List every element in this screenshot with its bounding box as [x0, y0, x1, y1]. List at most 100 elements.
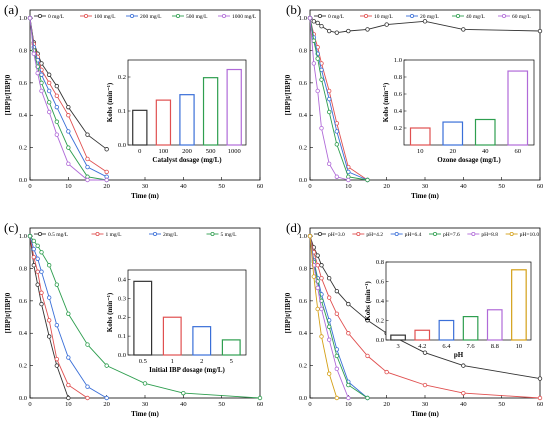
- inset-y-tick-label: 0.2: [376, 318, 384, 325]
- inset-bar: [162, 316, 182, 356]
- data-point: [422, 19, 428, 24]
- series-5: [27, 15, 109, 183]
- data-point: [66, 104, 71, 110]
- inset-x-tick-label: 100: [159, 148, 169, 155]
- data-point: [142, 381, 148, 386]
- series-line: [309, 18, 368, 181]
- inset-y-tick-label: 0.1: [118, 108, 126, 115]
- legend-entry: 5 mg/L: [221, 232, 238, 238]
- series-3: [307, 15, 370, 183]
- legend-entry: 200 mg/L: [140, 14, 162, 20]
- inset-chart: 0.2 0.4 0.6 0.8 1.0 10 20 40 60 Ozone dosage (mg/…: [382, 57, 535, 164]
- x-tick-label: 40: [180, 183, 187, 190]
- data-point: [537, 376, 543, 381]
- inset-y-axis-label: Kobs (min⁻¹): [106, 82, 114, 122]
- inset-y-axis-label: Kobs (min⁻¹): [364, 281, 372, 321]
- x-tick-label: 10: [345, 183, 352, 190]
- inset-bar: [438, 319, 455, 341]
- inset-chart: 0.0 0.1 0.2 0 100 200 500 1000 Catalyst dosage (…: [106, 59, 247, 164]
- x-tick-label: 20: [383, 183, 390, 190]
- panel-1: (a) 0 10 20 30 40 50 60 0.0 0.2 0.4 0.6 0.8 1.0 Time (…: [4, 2, 263, 200]
- data-point: [46, 263, 52, 268]
- data-point: [35, 282, 40, 287]
- inset-x-tick-label: 10: [417, 148, 424, 155]
- inset-y-axis-label: Kobs (min⁻¹): [106, 292, 114, 332]
- data-point: [326, 109, 332, 115]
- data-point: [27, 233, 33, 239]
- y-tick-label: 0.6: [19, 80, 28, 87]
- legend-entry: pH=8.8: [481, 232, 498, 238]
- data-point: [31, 263, 37, 268]
- panel-2: (b) 0 10 20 30 40 50 60 0.0 0.2 0.4 0.6 0.8 1.0 Time (…: [284, 2, 543, 200]
- inset-bar: [155, 99, 172, 146]
- data-point: [307, 233, 313, 239]
- data-point: [85, 342, 90, 347]
- data-point: [104, 395, 109, 401]
- data-point: [334, 366, 340, 372]
- inset-bar: [507, 70, 529, 146]
- inset-x-tick-label: 6.4: [442, 343, 451, 350]
- series-4: [307, 15, 370, 183]
- x-tick-label: 30: [142, 401, 149, 408]
- data-point: [66, 113, 71, 118]
- y-tick-label: 0.4: [19, 112, 28, 119]
- data-point: [35, 70, 40, 76]
- x-tick-label: 20: [383, 401, 390, 408]
- data-point: [31, 254, 37, 260]
- data-point: [104, 363, 109, 368]
- data-point: [315, 285, 320, 291]
- inset-x-axis-label: Ozone dosage (mg/L): [437, 156, 501, 164]
- data-point: [346, 382, 351, 388]
- inset-x-tick-label: 0: [138, 148, 141, 155]
- y-tick-label: 0.0: [19, 395, 27, 402]
- data-point: [326, 371, 332, 376]
- x-tick-label: 50: [218, 183, 225, 190]
- legend-entry: 0 mg/L: [48, 14, 65, 20]
- inset-x-axis-label: pH: [454, 351, 464, 359]
- data-point: [54, 132, 60, 137]
- inset-bar: [202, 77, 219, 146]
- y-axis-label: [IBP]t/[IBP]0: [4, 292, 12, 333]
- y-tick-label: 0.0: [299, 177, 307, 184]
- data-point: [54, 93, 60, 99]
- data-point: [311, 38, 317, 43]
- panel-label: (d): [286, 220, 301, 235]
- x-tick-label: 50: [498, 401, 505, 408]
- series-4: [27, 15, 109, 183]
- legend-entry: 500 mg/L: [186, 14, 208, 20]
- legend-entry: 1 mg/L: [106, 232, 123, 238]
- data-point: [461, 363, 466, 368]
- inset-y-tick-label: 0.0: [376, 337, 384, 344]
- inset-x-tick-label: 500: [206, 148, 216, 155]
- data-point: [384, 22, 389, 27]
- data-point: [365, 318, 370, 323]
- y-tick-label: 0.4: [19, 330, 28, 337]
- data-point: [334, 30, 340, 35]
- data-point: [326, 88, 332, 94]
- data-point: [326, 275, 332, 281]
- series-line: [29, 18, 107, 181]
- x-tick-label: 0: [28, 183, 31, 190]
- series-3: [27, 15, 109, 179]
- data-point: [257, 395, 263, 401]
- y-tick-label: 0.4: [299, 330, 308, 337]
- legend-entry: 10 mg/L: [374, 14, 393, 20]
- x-tick-label: 30: [142, 183, 149, 190]
- x-tick-label: 20: [103, 183, 110, 190]
- data-point: [319, 306, 324, 312]
- legend-entry: 60 mg/L: [512, 14, 531, 20]
- x-tick-label: 0: [308, 183, 311, 190]
- inset-x-tick-label: 1: [171, 358, 174, 365]
- inset-y-tick-label: 0.8: [376, 259, 384, 266]
- series-5: [307, 15, 351, 183]
- panel-label: (c): [4, 220, 18, 235]
- data-point: [54, 119, 60, 124]
- data-point: [35, 256, 40, 261]
- data-point: [46, 88, 52, 94]
- data-point: [334, 353, 340, 359]
- data-point: [46, 109, 52, 115]
- legend-swatch-marker: [175, 13, 180, 18]
- y-axis-label: [IBP]t/[IBP]0: [284, 74, 292, 115]
- data-point: [46, 334, 52, 339]
- legend-swatch-marker: [409, 13, 414, 18]
